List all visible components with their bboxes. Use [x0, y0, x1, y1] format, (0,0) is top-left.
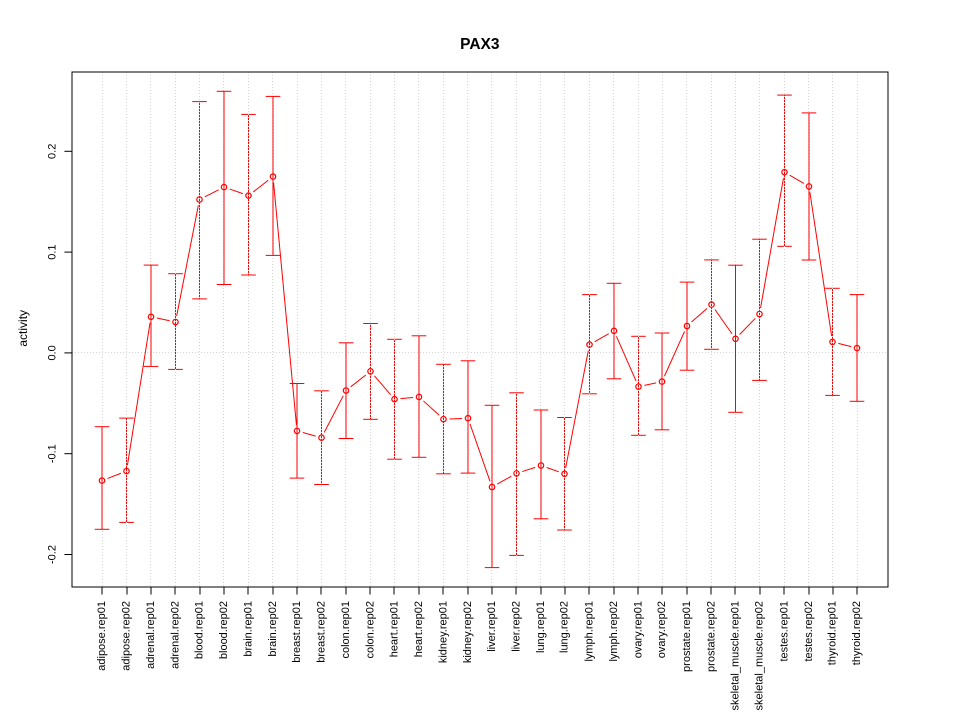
svg-text:kidney.rep02: kidney.rep02 — [462, 601, 474, 663]
svg-text:adipose.rep01: adipose.rep01 — [96, 601, 108, 671]
svg-text:thyroid.rep02: thyroid.rep02 — [851, 601, 863, 665]
svg-text:-0.2: -0.2 — [46, 545, 58, 564]
svg-text:0.1: 0.1 — [46, 244, 58, 259]
svg-text:breast.rep01: breast.rep01 — [291, 601, 303, 663]
svg-text:0.0: 0.0 — [46, 345, 58, 360]
svg-text:prostate.rep02: prostate.rep02 — [705, 601, 717, 672]
svg-text:breast.rep02: breast.rep02 — [315, 601, 327, 663]
svg-text:lymph.rep01: lymph.rep01 — [583, 601, 595, 662]
svg-text:adrenal.rep01: adrenal.rep01 — [145, 601, 157, 669]
svg-text:colon.rep02: colon.rep02 — [364, 601, 376, 659]
svg-text:heart.rep01: heart.rep01 — [388, 601, 400, 657]
svg-text:kidney.rep01: kidney.rep01 — [437, 601, 449, 663]
svg-text:brain.rep01: brain.rep01 — [242, 601, 254, 657]
svg-text:skeletal_muscle.rep02: skeletal_muscle.rep02 — [753, 601, 765, 710]
svg-text:brain.rep02: brain.rep02 — [267, 601, 279, 657]
svg-text:blood.rep01: blood.rep01 — [193, 601, 205, 659]
svg-text:ovary.rep01: ovary.rep01 — [632, 601, 644, 658]
svg-text:-0.1: -0.1 — [46, 444, 58, 463]
svg-text:PAX3: PAX3 — [460, 36, 500, 53]
svg-text:testes.rep01: testes.rep01 — [778, 601, 790, 662]
svg-text:lymph.rep02: lymph.rep02 — [608, 601, 620, 662]
svg-text:adipose.rep02: adipose.rep02 — [120, 601, 132, 671]
svg-text:lung.rep02: lung.rep02 — [558, 601, 570, 653]
svg-text:adrenal.rep02: adrenal.rep02 — [169, 601, 181, 669]
svg-text:thyroid.rep01: thyroid.rep01 — [826, 601, 838, 665]
svg-text:liver.rep01: liver.rep01 — [486, 601, 498, 652]
svg-text:liver.rep02: liver.rep02 — [510, 601, 522, 652]
svg-text:activity: activity — [16, 310, 30, 347]
svg-text:testes.rep02: testes.rep02 — [803, 601, 815, 662]
svg-text:0.2: 0.2 — [46, 144, 58, 159]
svg-text:ovary.rep02: ovary.rep02 — [656, 601, 668, 658]
svg-text:prostate.rep01: prostate.rep01 — [681, 601, 693, 672]
svg-text:lung.rep01: lung.rep01 — [535, 601, 547, 653]
svg-text:heart.rep02: heart.rep02 — [413, 601, 425, 657]
svg-text:colon.rep01: colon.rep01 — [340, 601, 352, 659]
svg-text:skeletal_muscle.rep01: skeletal_muscle.rep01 — [729, 601, 741, 710]
svg-text:blood.rep02: blood.rep02 — [218, 601, 230, 659]
